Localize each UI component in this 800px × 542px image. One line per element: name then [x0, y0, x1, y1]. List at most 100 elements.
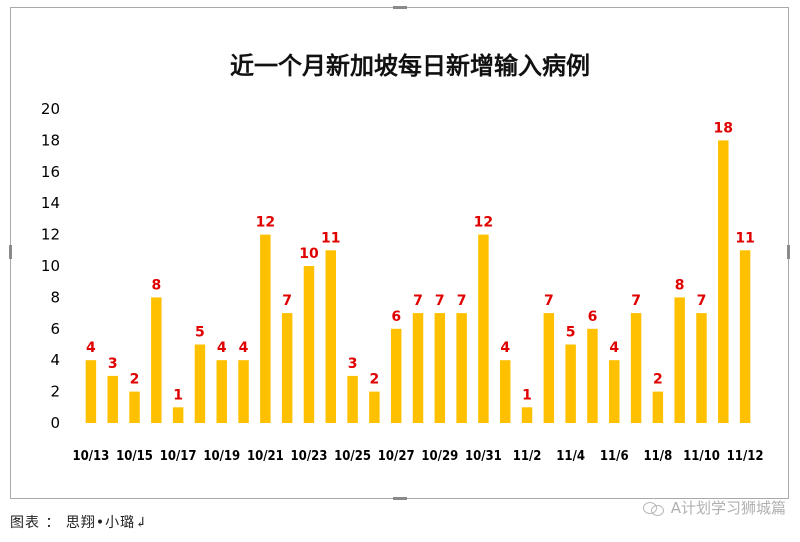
data-label: 1: [173, 387, 183, 403]
bar: [281, 313, 293, 423]
bar: [390, 328, 402, 423]
data-label: 12: [474, 215, 493, 231]
data-label: 4: [500, 340, 510, 356]
watermark: A计划学习狮城篇: [642, 497, 786, 518]
data-label: 6: [391, 309, 401, 325]
x-tick-label: 10/23: [291, 449, 328, 464]
data-label: 7: [544, 293, 554, 309]
data-label: 7: [413, 293, 423, 309]
bar: [85, 360, 97, 423]
bar: [369, 391, 380, 423]
x-tick-label: 10/15: [116, 449, 153, 464]
resize-handle-top[interactable]: [393, 6, 407, 9]
bar: [609, 360, 620, 423]
y-tick-label: 8: [50, 288, 60, 306]
bar: [499, 360, 511, 423]
bar: [478, 234, 489, 423]
data-label: 18: [714, 120, 733, 136]
data-label: 4: [239, 340, 249, 356]
resize-handle-bottom[interactable]: [393, 497, 407, 500]
data-label: 2: [370, 372, 380, 388]
bar: [260, 234, 271, 423]
x-tick-label: 10/17: [160, 449, 197, 464]
y-tick-label: 20: [41, 100, 60, 118]
x-tick-label: 11/6: [600, 449, 629, 464]
x-tick-label: 11/2: [513, 449, 542, 464]
resize-handle-right[interactable]: [787, 245, 790, 259]
y-tick-label: 2: [50, 383, 60, 401]
data-label: 2: [653, 372, 663, 388]
data-label: 6: [588, 309, 598, 325]
data-label: 7: [457, 293, 467, 309]
bar: [718, 140, 729, 423]
chart-caption: 图表 ： 思翔•小璐↲: [10, 515, 148, 531]
data-label: 10: [299, 246, 319, 262]
bar: [216, 360, 227, 423]
bar: [129, 391, 140, 423]
y-axis: 0 2 4 6 8 10 12 14 16 18 20: [41, 100, 60, 432]
bar: [172, 407, 184, 423]
data-label: 7: [435, 293, 445, 309]
bar: [325, 250, 337, 423]
bar: [696, 313, 707, 423]
bar: [151, 297, 162, 423]
bar: [674, 297, 685, 423]
y-tick-label: 12: [41, 226, 60, 244]
bar: [456, 313, 467, 423]
bar: [521, 407, 533, 423]
bar: [652, 391, 664, 423]
data-label: 5: [195, 325, 205, 341]
bar: [630, 313, 642, 423]
bar: [434, 313, 446, 423]
y-tick-label: 18: [41, 131, 60, 149]
data-label: 7: [631, 293, 641, 309]
bar: [565, 344, 576, 423]
bar: [543, 313, 555, 423]
data-label: 8: [151, 277, 161, 293]
x-tick-label: 10/19: [203, 449, 240, 464]
y-tick-label: 16: [41, 163, 60, 181]
data-label: 11: [321, 230, 340, 246]
chart-title: 近一个月新加坡每日新增输入病例: [230, 52, 590, 80]
bar: [412, 313, 424, 423]
bar: [107, 375, 118, 423]
data-label: 2: [130, 372, 140, 388]
bar: [303, 266, 315, 423]
bar: [587, 328, 598, 423]
x-tick-label: 11/12: [727, 449, 764, 464]
x-tick-label: 10/29: [421, 449, 458, 464]
data-label: 5: [566, 325, 576, 341]
data-label: 11: [735, 230, 754, 246]
data-label: 7: [697, 293, 707, 309]
data-label: 4: [86, 340, 96, 356]
wechat-icon: [642, 500, 665, 516]
y-tick-label: 10: [41, 257, 60, 275]
resize-handle-left[interactable]: [9, 245, 12, 259]
bars: [85, 140, 751, 423]
bar: [238, 360, 249, 423]
x-tick-label: 11/8: [644, 449, 673, 464]
y-tick-label: 14: [41, 194, 60, 212]
data-label: 3: [108, 356, 118, 372]
x-tick-label: 10/25: [334, 449, 371, 464]
data-label: 1: [522, 387, 532, 403]
data-label: 7: [282, 293, 292, 309]
x-axis: 10/13 10/15 10/17 10/19 10/21 10/23 10/25 10/27…: [72, 449, 763, 464]
bar: [194, 344, 206, 423]
data-label: 8: [675, 277, 685, 293]
data-label: 4: [217, 340, 227, 356]
x-tick-label: 10/31: [465, 449, 502, 464]
x-tick-label: 11/4: [556, 449, 585, 464]
data-label: 12: [256, 215, 275, 231]
data-label: 4: [609, 340, 619, 356]
y-tick-label: 6: [50, 320, 60, 338]
x-tick-label: 10/13: [72, 449, 109, 464]
bar: [739, 250, 751, 423]
y-tick-label: 4: [50, 351, 60, 369]
y-tick-label: 0: [50, 414, 60, 432]
watermark-text: A计划学习狮城篇: [670, 499, 786, 517]
x-tick-label: 11/10: [683, 449, 720, 464]
x-tick-label: 10/27: [378, 449, 415, 464]
